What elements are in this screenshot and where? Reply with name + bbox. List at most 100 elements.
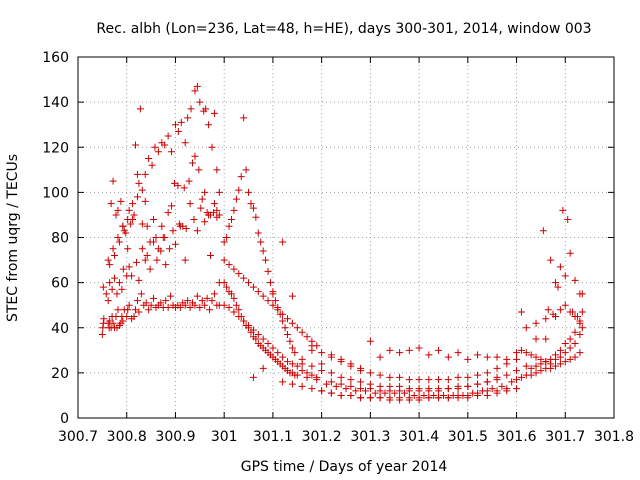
data-point	[210, 290, 218, 298]
grid-lines	[78, 57, 614, 418]
data-point	[561, 301, 569, 309]
data-point	[264, 267, 272, 275]
data-point	[517, 373, 525, 381]
data-point	[125, 301, 133, 309]
data-point	[454, 349, 462, 357]
x-tick-label: 301.4	[399, 429, 439, 445]
data-point	[108, 285, 116, 293]
plot-frame	[77, 56, 615, 419]
data-point	[293, 324, 301, 332]
data-point	[161, 234, 169, 241]
data-point	[571, 276, 579, 284]
data-point	[143, 252, 151, 260]
data-point	[318, 367, 326, 375]
data-point	[366, 394, 374, 402]
x-tick-label: 301.8	[594, 429, 634, 445]
data-point	[127, 220, 135, 228]
data-point	[454, 373, 462, 381]
data-point	[205, 211, 213, 219]
data-point	[396, 349, 404, 357]
data-point	[162, 297, 170, 305]
data-point	[141, 170, 149, 178]
data-point	[464, 373, 472, 381]
data-point	[148, 161, 156, 169]
data-point	[405, 346, 413, 354]
data-point	[220, 279, 228, 287]
data-point	[274, 349, 282, 357]
data-point	[196, 98, 204, 106]
data-point	[141, 197, 149, 205]
data-point	[503, 371, 511, 379]
data-point	[291, 349, 299, 357]
data-point	[571, 328, 579, 336]
data-point	[571, 312, 579, 320]
data-point	[493, 373, 501, 381]
data-point	[376, 387, 384, 395]
data-point	[347, 362, 355, 370]
data-point	[191, 301, 199, 309]
data-point	[532, 353, 540, 361]
data-point	[547, 364, 555, 372]
data-point	[493, 353, 501, 361]
data-point	[564, 215, 572, 223]
data-point	[357, 394, 365, 402]
data-point	[357, 385, 365, 393]
data-point	[425, 351, 433, 359]
data-point	[130, 312, 138, 320]
data-point	[386, 396, 394, 404]
data-point	[182, 224, 190, 232]
data-point	[185, 177, 193, 185]
data-point	[522, 362, 530, 370]
data-point	[254, 229, 262, 237]
data-points	[98, 82, 586, 404]
data-point	[198, 297, 206, 305]
data-point	[561, 340, 569, 348]
data-point	[195, 166, 203, 174]
data-point	[223, 234, 231, 241]
data-point	[425, 394, 433, 402]
data-point	[537, 360, 545, 368]
data-point	[230, 294, 238, 302]
data-point	[114, 234, 122, 241]
data-point	[158, 222, 166, 230]
data-point	[168, 148, 176, 156]
data-point	[284, 315, 292, 323]
data-point	[201, 218, 209, 226]
data-point	[532, 319, 540, 327]
data-point	[493, 387, 501, 395]
data-point	[279, 317, 287, 325]
x-tick-label: 300.7	[58, 429, 98, 445]
y-tick-label: 80	[51, 231, 69, 247]
data-point	[259, 335, 267, 343]
data-point	[532, 369, 540, 377]
data-point	[132, 258, 140, 266]
data-point	[203, 294, 211, 302]
y-tick-label: 160	[42, 50, 69, 66]
data-point	[180, 184, 188, 192]
data-point	[111, 274, 119, 282]
data-point	[566, 355, 574, 363]
data-point	[556, 360, 564, 368]
data-point	[262, 256, 270, 264]
data-point	[252, 335, 260, 343]
data-point	[376, 394, 384, 402]
x-tick-label: 301.6	[496, 429, 536, 445]
data-point	[576, 349, 584, 357]
data-point	[100, 315, 108, 323]
data-point	[571, 340, 579, 348]
data-point	[527, 371, 535, 379]
y-tick-label: 40	[51, 321, 69, 337]
data-point	[213, 213, 221, 221]
data-point	[245, 279, 253, 287]
data-point	[235, 270, 243, 278]
data-point	[366, 369, 374, 377]
data-point	[176, 222, 184, 230]
data-point	[119, 317, 127, 325]
data-point	[112, 211, 120, 219]
data-point	[135, 308, 143, 316]
data-point	[454, 385, 462, 393]
data-point	[556, 306, 564, 314]
data-point	[513, 376, 521, 384]
data-point	[483, 387, 491, 395]
data-point	[539, 227, 547, 235]
